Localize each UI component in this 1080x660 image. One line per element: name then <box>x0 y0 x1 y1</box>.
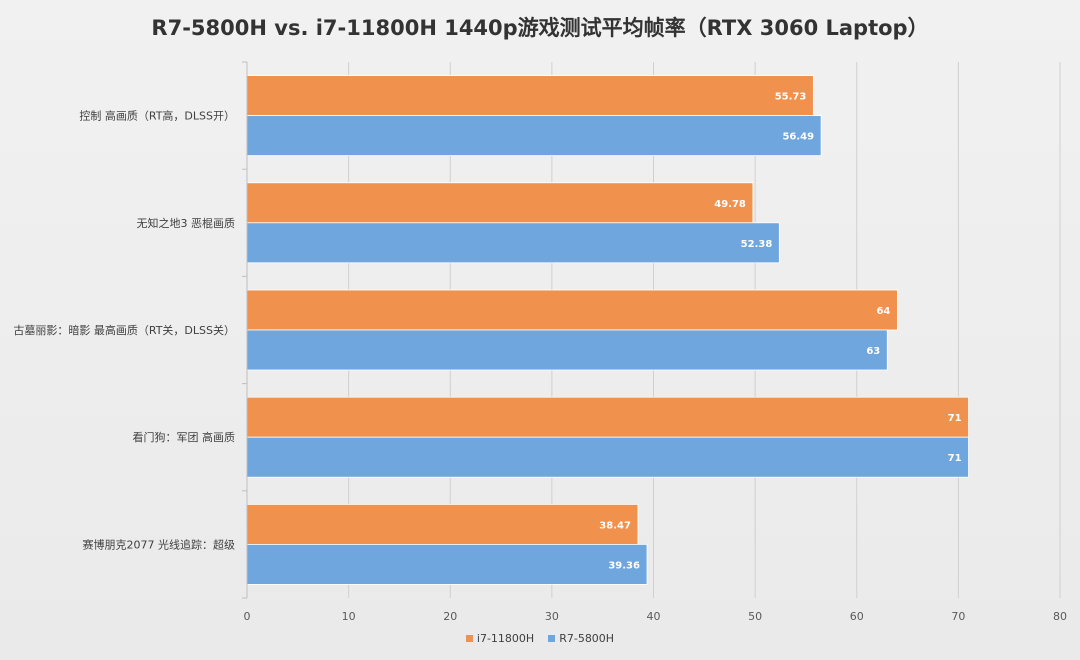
legend: i7-11800H R7-5800H <box>0 632 1080 645</box>
data-labels: 55.73 56.49 49.78 52.38 64 63 71 71 38.47 39.36 <box>599 92 961 572</box>
bar-i7-11800H <box>246 182 754 224</box>
x-tick-label: 80 <box>1053 610 1067 623</box>
legend-label: R7-5800H <box>559 632 615 645</box>
data-label: 49.78 <box>714 199 746 210</box>
x-tick-label: 30 <box>545 610 559 623</box>
bar-R7-5800H <box>246 222 780 264</box>
category-label: 控制 高画质（RT高，DLSS开） <box>79 109 235 123</box>
bar-i7-11800H <box>246 289 898 331</box>
x-tick-label: 0 <box>244 610 251 623</box>
bar-i7-11800H <box>246 396 969 438</box>
legend-swatch <box>465 635 473 642</box>
legend-swatch <box>548 635 556 642</box>
bars <box>246 75 969 585</box>
x-tick-label: 10 <box>342 610 356 623</box>
legend-label: i7-11800H <box>476 632 535 645</box>
data-label: 63 <box>866 346 880 357</box>
data-label: 38.47 <box>599 520 631 531</box>
category-label: 无知之地3 恶棍画质 <box>137 216 236 230</box>
data-label: 71 <box>948 413 962 424</box>
x-tick-label: 60 <box>850 610 864 623</box>
legend-item: i7-11800H <box>465 632 535 645</box>
chart-title: R7-5800H vs. i7-11800H 1440p游戏测试平均帧率（RTX… <box>151 16 929 40</box>
category-label: 看门狗：军团 高画质 <box>133 430 236 444</box>
bar-R7-5800H <box>246 329 888 371</box>
bar-R7-5800H <box>246 436 969 478</box>
data-label: 52.38 <box>741 239 773 250</box>
x-tick-label: 70 <box>951 610 965 623</box>
x-axis: 0 10 20 30 40 50 60 70 80 <box>244 610 1068 623</box>
legend-item: R7-5800H <box>548 632 614 645</box>
data-label: 56.49 <box>782 132 814 143</box>
data-label: 39.36 <box>608 560 640 571</box>
bar-R7-5800H <box>246 115 822 156</box>
x-tick-label: 20 <box>443 610 457 623</box>
category-label: 赛博朋克2077 光线追踪：超级 <box>83 537 236 551</box>
category-label: 古墓丽影：暗影 最高画质（RT关，DLSS关） <box>13 323 235 337</box>
data-label: 71 <box>948 453 962 464</box>
x-tick-label: 50 <box>748 610 762 623</box>
data-label: 64 <box>876 306 890 317</box>
bar-R7-5800H <box>246 544 648 585</box>
x-tick-label: 40 <box>647 610 661 623</box>
bar-i7-11800H <box>246 503 639 545</box>
bar-i7-11800H <box>246 75 814 116</box>
data-label: 55.73 <box>775 92 807 103</box>
